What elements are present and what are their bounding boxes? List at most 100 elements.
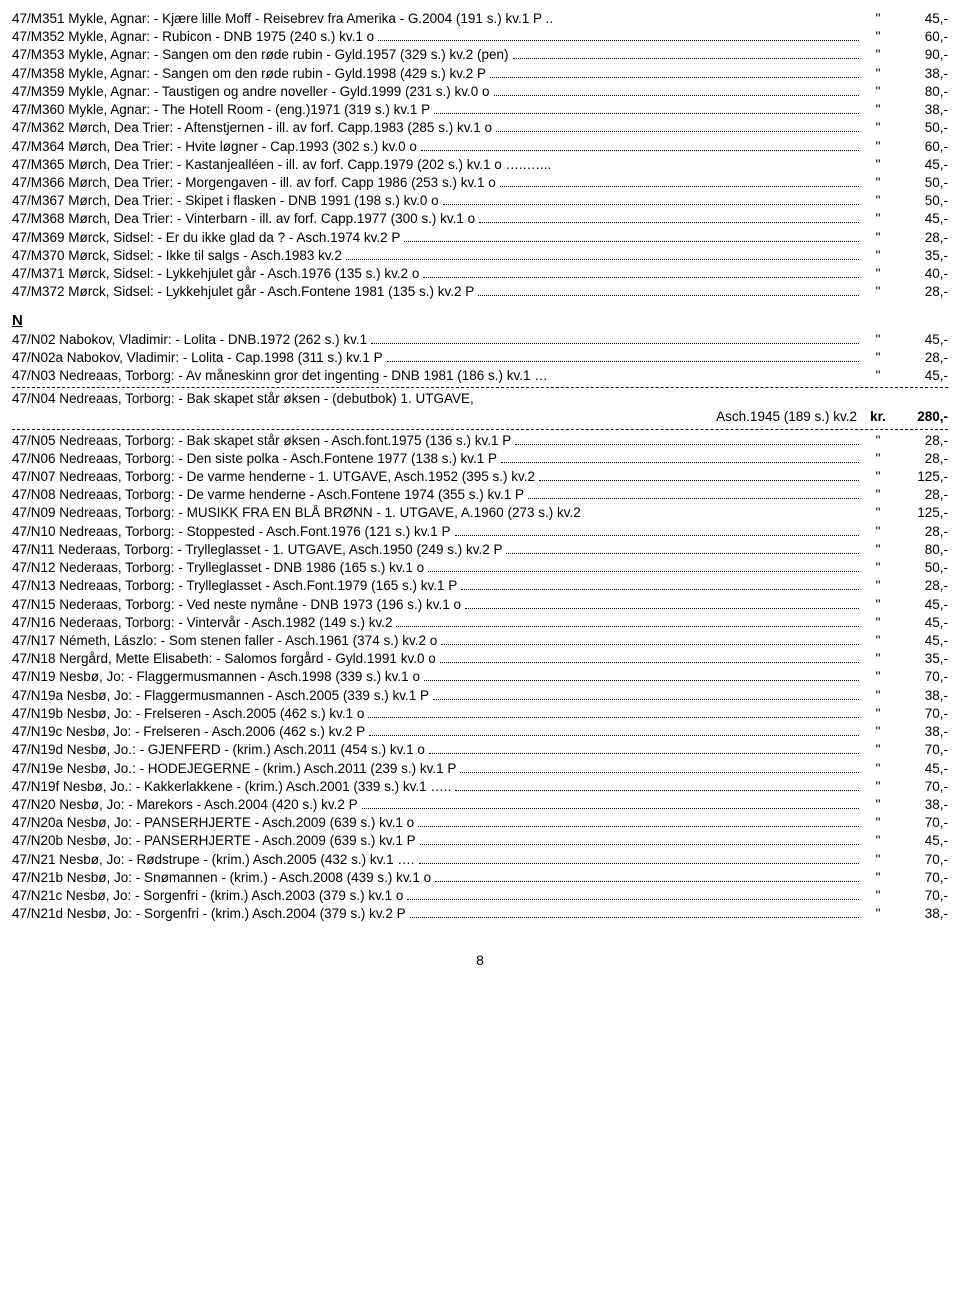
leader-dots bbox=[506, 543, 859, 553]
entry-price: 70,- bbox=[893, 778, 948, 796]
entry-desc: 47/M359 Mykle, Agnar: - Taustigen og and… bbox=[12, 83, 490, 101]
leader-dots bbox=[418, 817, 859, 827]
entry-desc: 47/M358 Mykle, Agnar: - Sangen om den rø… bbox=[12, 65, 486, 83]
entry-desc: 47/N21b Nesbø, Jo: - Snømannen - (krim.)… bbox=[12, 869, 431, 887]
ditto-mark: " bbox=[863, 741, 893, 759]
entry-desc: 47/N16 Nederaas, Torborg: - Vintervår - … bbox=[12, 614, 392, 632]
leader-dots bbox=[429, 744, 859, 754]
entry-price: 28,- bbox=[893, 229, 948, 247]
leader-dots bbox=[346, 249, 859, 259]
entry-desc: 47/N06 Nedreaas, Torborg: - Den siste po… bbox=[12, 450, 497, 468]
entry-desc: 47/N19d Nesbø, Jo.: - GJENFERD - (krim.)… bbox=[12, 741, 425, 759]
entry-price: 45,- bbox=[893, 210, 948, 228]
entry-price: 38,- bbox=[893, 687, 948, 705]
entry-desc: 47/N02 Nabokov, Vladimir: - Lolita - DNB… bbox=[12, 331, 367, 349]
leader-dots bbox=[435, 871, 859, 881]
entry-desc: 47/N20b Nesbø, Jo: - PANSERHJERTE - Asch… bbox=[12, 832, 416, 850]
entry-desc: 47/M353 Mykle, Agnar: - Sangen om den rø… bbox=[12, 46, 509, 64]
ditto-mark: " bbox=[863, 367, 893, 385]
leader-dots bbox=[443, 195, 859, 205]
leader-dots bbox=[428, 562, 859, 572]
entry-price: 45,- bbox=[893, 614, 948, 632]
entry-price: 40,- bbox=[893, 265, 948, 283]
entry-desc: 47/M360 Mykle, Agnar: - The Hotell Room … bbox=[12, 101, 430, 119]
ditto-mark: " bbox=[863, 468, 893, 486]
entry-price: 45,- bbox=[893, 632, 948, 650]
leader-dots bbox=[362, 799, 859, 809]
leader-dots bbox=[490, 67, 859, 77]
ditto-mark: " bbox=[863, 101, 893, 119]
entry-desc: 47/N18 Nergård, Mette Elisabeth: - Salom… bbox=[12, 650, 436, 668]
entry-desc: 47/N15 Nederaas, Torborg: - Ved neste ny… bbox=[12, 596, 461, 614]
ditto-mark: " bbox=[863, 349, 893, 367]
ditto-mark: " bbox=[863, 596, 893, 614]
ditto-mark: " bbox=[863, 687, 893, 705]
entry-desc: 47/N19f Nesbø, Jo.: - Kakkerlakkene - (k… bbox=[12, 778, 451, 796]
entry-price: 38,- bbox=[893, 101, 948, 119]
entry-desc: 47/M371 Mørck, Sidsel: - Lykkehjulet går… bbox=[12, 265, 419, 283]
ditto-mark: " bbox=[863, 83, 893, 101]
leader-dots bbox=[434, 104, 859, 114]
leader-dots bbox=[387, 351, 859, 361]
entry-desc: 47/N11 Nederaas, Torborg: - Trylleglasse… bbox=[12, 541, 502, 559]
entry-desc: 47/N13 Nedreaas, Torborg: - Trylleglasse… bbox=[12, 577, 457, 595]
leader-dots bbox=[465, 598, 859, 608]
entry-desc: 47/N19b Nesbø, Jo: - Frelseren - Asch.20… bbox=[12, 705, 364, 723]
ditto-mark: " bbox=[863, 210, 893, 228]
ditto-mark: " bbox=[863, 504, 893, 522]
ditto-mark: " bbox=[863, 46, 893, 64]
leader-dots bbox=[407, 890, 859, 900]
featured-currency: kr. bbox=[863, 408, 893, 426]
entry-desc: 47/N20 Nesbø, Jo: - Marekors - Asch.2004… bbox=[12, 796, 358, 814]
ditto-mark: " bbox=[863, 577, 893, 595]
entry-price: 50,- bbox=[893, 192, 948, 210]
ditto-mark: " bbox=[863, 174, 893, 192]
entry-desc: 47/N12 Nederaas, Torborg: - Trylleglasse… bbox=[12, 559, 424, 577]
entry-price: 28,- bbox=[893, 450, 948, 468]
entry-price: 38,- bbox=[893, 65, 948, 83]
entry-price: 50,- bbox=[893, 559, 948, 577]
ditto-mark: " bbox=[863, 541, 893, 559]
leader-dots bbox=[528, 489, 859, 499]
ditto-mark: " bbox=[863, 668, 893, 686]
entry-desc: 47/M352 Mykle, Agnar: - Rubicon - DNB 19… bbox=[12, 28, 374, 46]
ditto-mark: " bbox=[863, 632, 893, 650]
entry-price: 70,- bbox=[893, 668, 948, 686]
ditto-mark: " bbox=[863, 905, 893, 923]
leader-dots bbox=[501, 452, 859, 462]
ditto-mark: " bbox=[863, 851, 893, 869]
entry-price: 45,- bbox=[893, 596, 948, 614]
entry-price: 28,- bbox=[893, 523, 948, 541]
ditto-mark: " bbox=[863, 869, 893, 887]
leader-dots bbox=[455, 525, 860, 535]
leader-dots bbox=[478, 286, 859, 296]
entry-desc: 47/N21 Nesbø, Jo: - Rødstrupe - (krim.) … bbox=[12, 851, 415, 869]
entry-price: 45,- bbox=[893, 760, 948, 778]
entry-desc: 47/M365 Mørch, Dea Trier: - Kastanjeallé… bbox=[12, 156, 863, 174]
entry-price: 50,- bbox=[893, 119, 948, 137]
ditto-mark: " bbox=[863, 450, 893, 468]
entry-desc: 47/M367 Mørch, Dea Trier: - Skipet i fla… bbox=[12, 192, 439, 210]
entry-price: 70,- bbox=[893, 851, 948, 869]
entry-price: 28,- bbox=[893, 432, 948, 450]
entry-price: 90,- bbox=[893, 46, 948, 64]
leader-dots bbox=[440, 653, 859, 663]
entry-desc: 47/M369 Mørck, Sidsel: - Er du ikke glad… bbox=[12, 229, 400, 247]
leader-dots bbox=[479, 213, 859, 223]
ditto-mark: " bbox=[863, 705, 893, 723]
entry-desc: 47/M368 Mørch, Dea Trier: - Vinterbarn -… bbox=[12, 210, 475, 228]
entry-desc: 47/M366 Mørch, Dea Trier: - Morgengaven … bbox=[12, 174, 496, 192]
entry-desc: 47/M372 Mørck, Sidsel: - Lykkehjulet går… bbox=[12, 283, 474, 301]
leader-dots bbox=[441, 635, 859, 645]
entry-price: 38,- bbox=[893, 905, 948, 923]
entry-desc: 47/N19 Nesbø, Jo: - Flaggermusmannen - A… bbox=[12, 668, 420, 686]
entry-price: 35,- bbox=[893, 650, 948, 668]
entry-desc: 47/N10 Nedreaas, Torborg: - Stoppested -… bbox=[12, 523, 451, 541]
ditto-mark: " bbox=[863, 10, 893, 28]
ditto-mark: " bbox=[863, 486, 893, 504]
entry-price: 80,- bbox=[893, 541, 948, 559]
entry-price: 38,- bbox=[893, 796, 948, 814]
entry-desc: 47/N19e Nesbø, Jo.: - HODEJEGERNE - (kri… bbox=[12, 760, 456, 778]
leader-dots bbox=[460, 762, 859, 772]
leader-dots bbox=[404, 231, 859, 241]
